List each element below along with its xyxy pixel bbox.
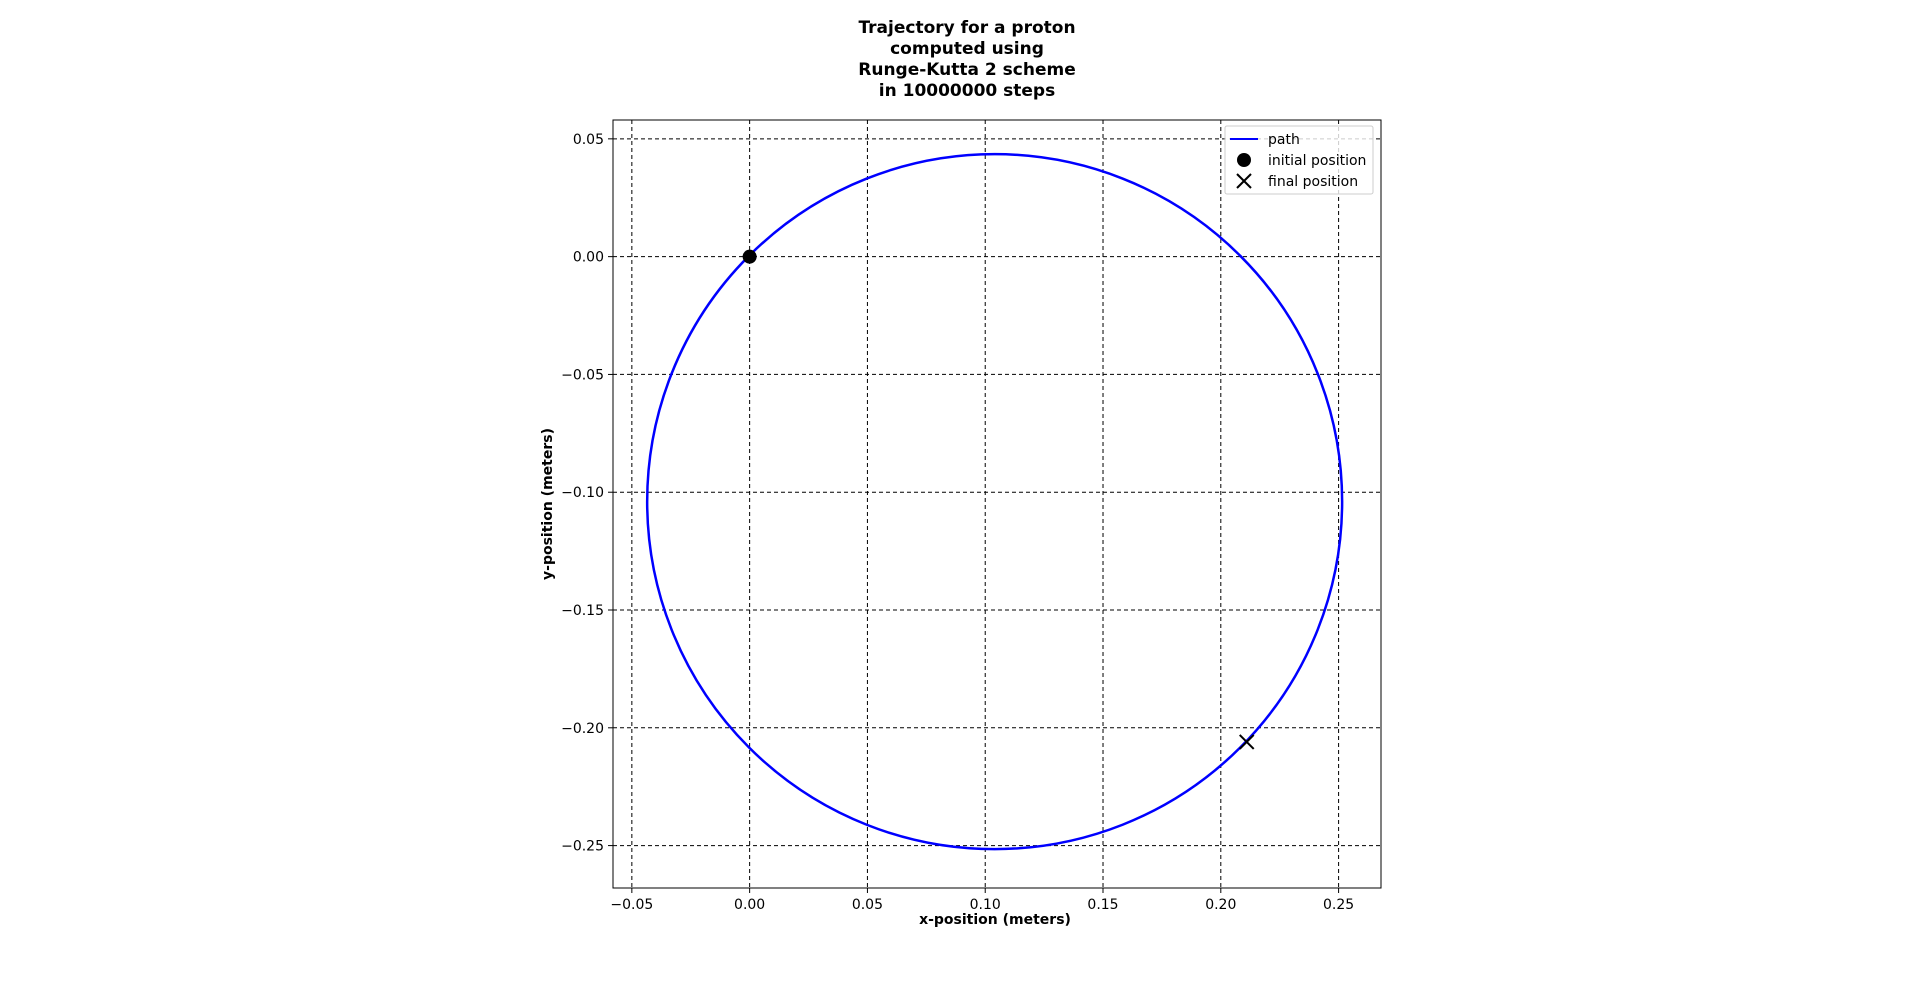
- x-tick-label: −0.05: [610, 897, 653, 913]
- x-tick-label: 0.20: [1205, 897, 1236, 913]
- legend-initial-swatch: [1237, 153, 1251, 167]
- x-tick-label: 0.05: [852, 897, 883, 913]
- legend-path-label: path: [1268, 132, 1300, 148]
- legend-final-label: final position: [1268, 174, 1358, 190]
- y-tick-label: −0.10: [561, 485, 604, 501]
- x-tick-label: 0.15: [1087, 897, 1118, 913]
- plot-frame: [612, 119, 1382, 889]
- y-tick-label: 0.00: [573, 250, 604, 266]
- title-line-1: Trajectory for a proton: [858, 18, 1075, 38]
- y-axis-label: y-position (meters): [540, 428, 556, 580]
- plot-data: [645, 152, 1344, 851]
- x-tick-label: 0.25: [1323, 897, 1354, 913]
- x-axis-label: x-position (meters): [919, 912, 1071, 928]
- x-axis-ticks: −0.05 0.00 0.05 0.10 0.15 0.20 0.25: [610, 888, 1354, 913]
- x-tick-label: 0.10: [970, 897, 1001, 913]
- title-line-4: in 10000000 steps: [879, 81, 1055, 101]
- y-axis-ticks: 0.05 0.00 −0.05 −0.10 −0.15 −0.20 −0.25: [561, 132, 613, 855]
- legend-initial-label: initial position: [1268, 153, 1366, 169]
- y-tick-label: 0.05: [573, 132, 604, 148]
- y-tick-label: −0.20: [561, 721, 604, 737]
- y-tick-label: −0.25: [561, 839, 604, 855]
- initial-position-marker: [742, 249, 757, 264]
- y-tick-label: −0.05: [561, 367, 604, 383]
- legend: path initial position final position: [1224, 125, 1374, 195]
- title-line-3: Runge-Kutta 2 scheme: [858, 60, 1076, 80]
- chart-title: Trajectory for a proton computed using R…: [858, 18, 1076, 101]
- y-tick-label: −0.15: [561, 603, 604, 619]
- title-line-2: computed using: [890, 39, 1044, 59]
- grid: [613, 120, 1381, 888]
- legend-final-swatch: [1236, 173, 1252, 189]
- trajectory-path: [645, 152, 1344, 851]
- x-tick-label: 0.00: [734, 897, 765, 913]
- legend-box: [1224, 125, 1374, 195]
- final-position-marker: [1239, 734, 1255, 750]
